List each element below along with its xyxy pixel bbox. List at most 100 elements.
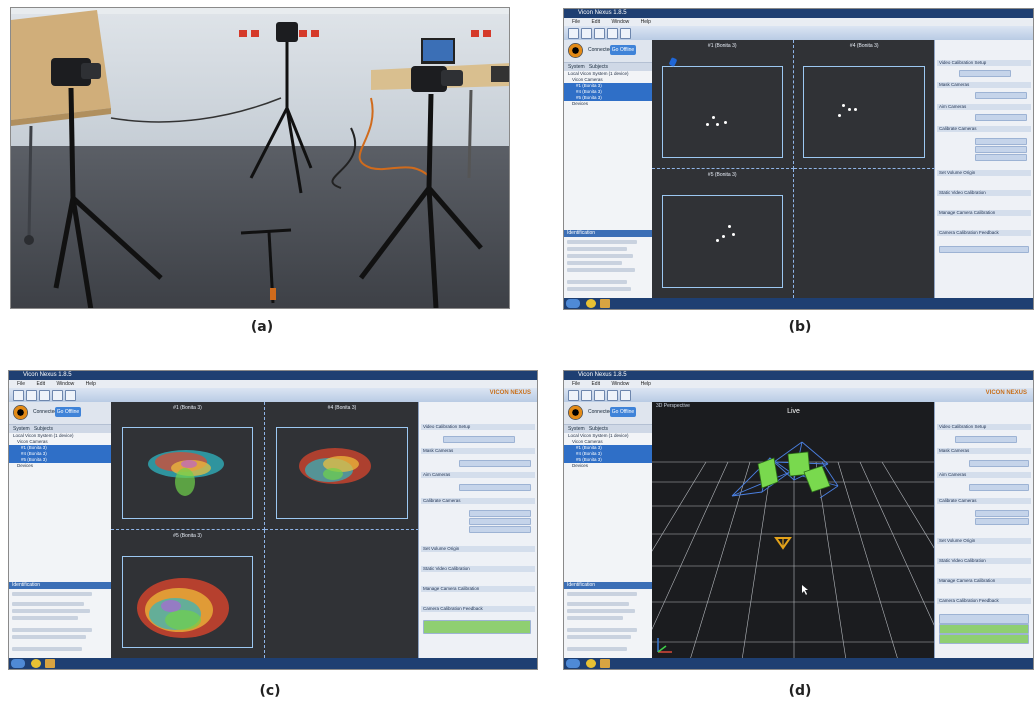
- tab-subjects[interactable]: Subjects: [588, 64, 609, 70]
- camera-view-grid[interactable]: #1 (Bonita 3) #4 (Bonita 3) #5 (Bonita 3…: [652, 40, 935, 298]
- section-mask-cameras[interactable]: Mask Cameras: [421, 448, 535, 454]
- tree-item-system[interactable]: Local Vicon System (1 device): [13, 433, 74, 438]
- camera-quadrant-5[interactable]: #5 (Bonita 3): [652, 169, 794, 298]
- toolbar-save-button[interactable]: [594, 390, 605, 401]
- mask-start-button[interactable]: [459, 460, 531, 467]
- tree-item-camera-5[interactable]: #5 (Bonita 3): [564, 457, 652, 463]
- calibrate-input[interactable]: [975, 510, 1029, 517]
- feedback-table[interactable]: [939, 246, 1029, 253]
- calibrate-input[interactable]: [975, 146, 1027, 153]
- prop-row[interactable]: [567, 592, 637, 596]
- section-static-video-calibration[interactable]: Static Video Calibration: [421, 566, 535, 572]
- section-camera-calibration-feedback[interactable]: Camera Calibration Feedback: [937, 230, 1031, 236]
- start-button[interactable]: [11, 659, 25, 668]
- calibrate-input[interactable]: [975, 518, 1029, 525]
- section-static-video-calibration[interactable]: Static Video Calibration: [937, 190, 1031, 196]
- prop-row[interactable]: [12, 628, 92, 632]
- section-aim-cameras[interactable]: Aim Cameras: [421, 472, 535, 478]
- toolbar-new-button[interactable]: [568, 390, 579, 401]
- prop-row[interactable]: [12, 647, 82, 651]
- tree-item-camera-4[interactable]: #4 (Bonita 3): [9, 451, 111, 457]
- prop-row[interactable]: [567, 616, 623, 620]
- prop-row[interactable]: [567, 635, 631, 639]
- menu-edit[interactable]: Edit: [591, 381, 601, 387]
- folder-icon[interactable]: [600, 299, 610, 308]
- mask-start-button[interactable]: [975, 92, 1027, 99]
- menu-help[interactable]: Help: [640, 381, 651, 387]
- tree-item-system[interactable]: Local Vicon System (1 device): [568, 433, 629, 438]
- toolbar-open-button[interactable]: [26, 390, 37, 401]
- feedback-row-camera-4[interactable]: [939, 634, 1029, 644]
- prop-row[interactable]: [567, 628, 637, 632]
- menu-edit[interactable]: Edit: [36, 381, 46, 387]
- go-offline-button[interactable]: Go Offline: [610, 407, 636, 417]
- chrome-icon[interactable]: [31, 659, 41, 668]
- feedback-row-camera-1[interactable]: [939, 624, 1029, 634]
- tree-item-system[interactable]: Local Vicon System (1 device): [568, 71, 629, 76]
- 3d-perspective-view[interactable]: 3D Perspective Live: [652, 402, 937, 660]
- section-video-calibration-setup[interactable]: Video Calibration Setup: [937, 60, 1031, 66]
- camera-quadrant-4[interactable]: #4 (Bonita 3): [793, 40, 935, 169]
- calibrate-input[interactable]: [469, 526, 531, 533]
- menu-window[interactable]: Window: [611, 19, 630, 25]
- toolbar-undo-button[interactable]: [607, 390, 618, 401]
- go-offline-button[interactable]: Go Offline: [55, 407, 81, 417]
- prop-row[interactable]: [567, 247, 627, 251]
- menu-window[interactable]: Window: [56, 381, 75, 387]
- calibration-button[interactable]: [955, 436, 1017, 443]
- prop-row[interactable]: [12, 635, 86, 639]
- toolbar-redo-button[interactable]: [620, 390, 631, 401]
- calibrate-input[interactable]: [469, 510, 531, 517]
- chrome-icon[interactable]: [586, 299, 596, 308]
- tree-item-camera-4[interactable]: #4 (Bonita 3): [564, 451, 652, 457]
- section-set-volume-origin[interactable]: Set Volume Origin: [937, 170, 1031, 176]
- menu-help[interactable]: Help: [85, 381, 96, 387]
- section-camera-calibration-feedback[interactable]: Camera Calibration Feedback: [421, 606, 535, 612]
- menu-file[interactable]: File: [572, 19, 581, 25]
- calibrate-input[interactable]: [975, 154, 1027, 161]
- prop-row[interactable]: [567, 280, 627, 284]
- chrome-icon[interactable]: [586, 659, 596, 668]
- section-aim-cameras[interactable]: Aim Cameras: [937, 472, 1031, 478]
- section-aim-cameras[interactable]: Aim Cameras: [937, 104, 1031, 110]
- toolbar-new-button[interactable]: [568, 28, 579, 39]
- section-mask-cameras[interactable]: Mask Cameras: [937, 448, 1031, 454]
- section-manage-camera-calibration[interactable]: Manage Camera Calibration: [937, 578, 1031, 584]
- tree-item-camera-1[interactable]: #1 (Bonita 3): [9, 445, 111, 451]
- camera-quadrant-1[interactable]: #1 (Bonita 3): [111, 402, 265, 530]
- tree-item-camera-1[interactable]: #1 (Bonita 3): [564, 445, 652, 451]
- toolbar-undo-button[interactable]: [52, 390, 63, 401]
- toolbar-redo-button[interactable]: [620, 28, 631, 39]
- aim-start-button[interactable]: [459, 484, 531, 491]
- tree-item-devices[interactable]: Devices: [572, 101, 589, 106]
- prop-row[interactable]: [567, 268, 635, 272]
- prop-row[interactable]: [567, 240, 637, 244]
- section-set-volume-origin[interactable]: Set Volume Origin: [421, 546, 535, 552]
- tab-system[interactable]: System: [568, 426, 585, 432]
- tab-subjects[interactable]: Subjects: [588, 426, 609, 432]
- tree-item-cameras[interactable]: Vicon Cameras: [572, 439, 603, 444]
- prop-row[interactable]: [567, 609, 635, 613]
- menu-file[interactable]: File: [17, 381, 26, 387]
- prop-row[interactable]: [12, 592, 92, 596]
- section-video-calibration-setup[interactable]: Video Calibration Setup: [421, 424, 535, 430]
- menu-window[interactable]: Window: [611, 381, 630, 387]
- tree-item-camera-1[interactable]: #1 (Bonita 3): [564, 83, 652, 89]
- section-camera-calibration-feedback[interactable]: Camera Calibration Feedback: [937, 598, 1031, 604]
- menu-edit[interactable]: Edit: [591, 19, 601, 25]
- section-manage-camera-calibration[interactable]: Manage Camera Calibration: [937, 210, 1031, 216]
- start-button[interactable]: [566, 659, 580, 668]
- calibrate-input[interactable]: [975, 138, 1027, 145]
- section-mask-cameras[interactable]: Mask Cameras: [937, 82, 1031, 88]
- tree-item-devices[interactable]: Devices: [17, 463, 34, 468]
- aim-start-button[interactable]: [969, 484, 1029, 491]
- tab-system[interactable]: System: [13, 426, 30, 432]
- section-calibrate-cameras[interactable]: Calibrate Cameras: [937, 126, 1031, 132]
- prop-row[interactable]: [12, 609, 90, 613]
- section-manage-camera-calibration[interactable]: Manage Camera Calibration: [421, 586, 535, 592]
- camera-quadrant-5[interactable]: #5 (Bonita 3): [111, 530, 265, 658]
- tree-item-camera-4[interactable]: #4 (Bonita 3): [564, 89, 652, 95]
- folder-icon[interactable]: [45, 659, 55, 668]
- prop-row[interactable]: [567, 287, 631, 291]
- calibration-button[interactable]: [443, 436, 515, 443]
